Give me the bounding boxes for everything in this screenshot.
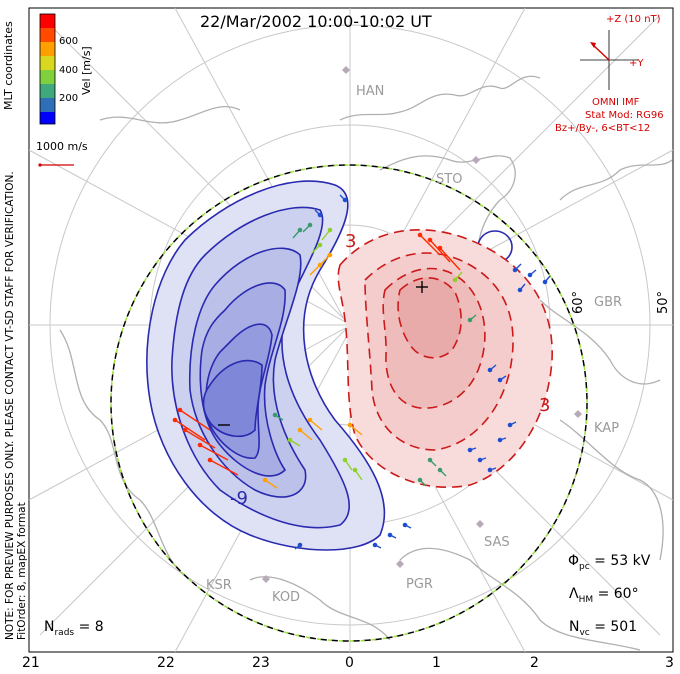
n-rads-metric: Nrads = 8 <box>44 619 104 638</box>
imf-bin: Bz+/By-, 6<BT<12 <box>555 123 651 134</box>
mlt-tick-23: 23 <box>252 655 270 671</box>
colorbar-tick-200: 200 <box>59 93 79 104</box>
contour-label-neg: -9 <box>230 488 248 509</box>
contour-label-pos-2: 3 <box>539 395 551 416</box>
negative-potential-cell <box>146 180 386 551</box>
station-kod: KOD <box>272 590 301 605</box>
lat-label-60: 60° <box>571 290 586 314</box>
station-kap: KAP <box>594 421 620 436</box>
imf-y-label: +Y <box>629 58 644 69</box>
preview-note: NOTE: FOR PREVIEW PURPOSES ONLY. PLEASE … <box>4 171 16 640</box>
fit-order-note: FitOrder: 8, mapEX format <box>16 502 28 640</box>
colorbar-label: Vel [m/s] <box>80 46 93 95</box>
station-gbr: GBR <box>594 295 623 310</box>
plot-frame <box>28 7 674 653</box>
imf-source: OMNI IMF <box>592 97 640 108</box>
station-ksr: KSR <box>206 578 232 593</box>
imf-clock <box>580 30 638 90</box>
contour-label-pos-1: 3 <box>345 231 357 252</box>
mlt-tick-22: 22 <box>157 655 175 671</box>
mlt-tick-1: 1 <box>432 655 441 671</box>
station-markers <box>262 66 582 583</box>
station-sas: SAS <box>484 535 510 550</box>
lat-label-50: 50° <box>656 290 671 314</box>
mlt-tick-2: 2 <box>530 655 539 671</box>
vector-scale-label: 1000 m/s <box>36 140 88 153</box>
mlt-tick-0: 0 <box>345 655 354 671</box>
mlt-tick-3: 3 <box>665 655 674 671</box>
colorbar-tick-400: 400 <box>59 65 79 76</box>
map-title: 22/Mar/2002 10:00-10:02 UT <box>200 12 432 31</box>
station-sto: STO <box>436 172 463 187</box>
station-han: HAN <box>356 84 385 99</box>
mlt-tick-21: 21 <box>22 655 40 671</box>
positive-potential-cell <box>337 229 553 489</box>
coord-note: MLT coordinates <box>2 21 15 110</box>
hm-boundary-overlay <box>110 164 588 642</box>
imf-z-label: +Z (10 nT) <box>606 14 661 25</box>
colorbar <box>39 13 56 125</box>
lambda-hm-metric: ΛHM = 60° <box>569 586 639 605</box>
colorbar-tick-600: 600 <box>59 36 79 47</box>
vector-scale-dot <box>38 163 42 167</box>
station-pgr: PGR <box>406 577 433 592</box>
phi-pc-metric: Φpc = 53 kV <box>568 553 651 572</box>
velocity-vectors <box>172 194 551 550</box>
n-vc-metric: Nvc = 501 <box>569 619 638 638</box>
stat-model: Stat Mod: RG96 <box>585 110 664 121</box>
